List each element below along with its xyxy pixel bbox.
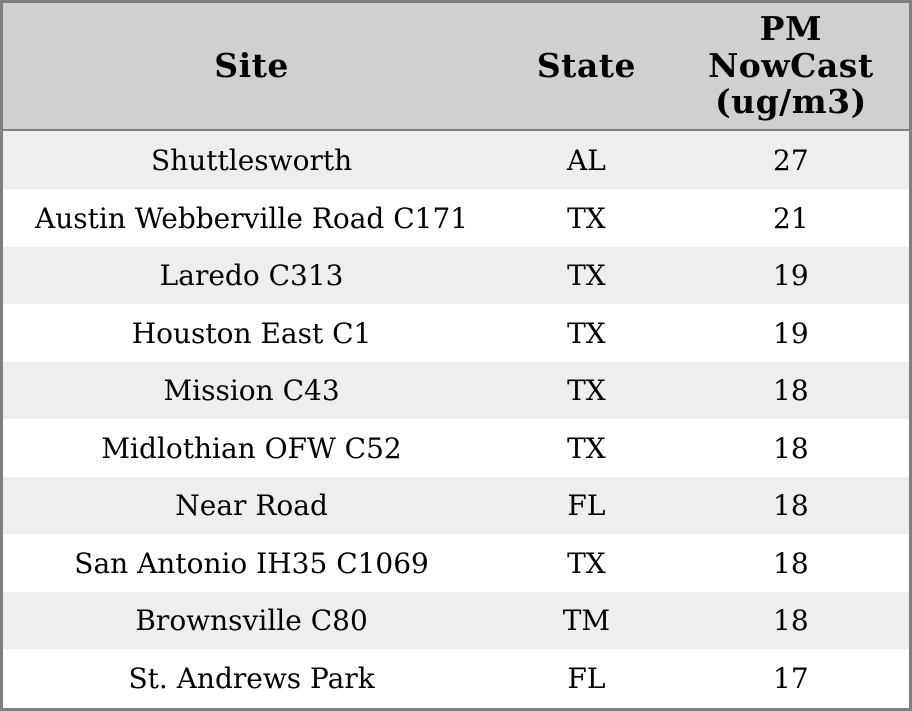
site-cell: Shuttlesworth [151,143,353,177]
table-row: St. Andrews Park FL 17 [1,649,911,710]
pm-nowcast-cell: 27 [773,143,809,177]
site-cell: Houston East C1 [131,316,372,350]
pm-nowcast-cell: 21 [773,201,809,235]
table-row: Austin Webberville Road C171 TX 21 [1,189,911,247]
site-cell: St. Andrews Park [128,662,375,696]
state-cell: FL [567,662,606,696]
state-cell: AL [567,143,606,177]
pm-nowcast-cell: 18 [773,431,809,465]
state-cell: TM [562,604,611,637]
pm-nowcast-cell: 18 [773,489,809,522]
state-cell: TX [567,201,606,235]
pm-nowcast-cell: 19 [773,316,809,350]
site-cell: Brownsville C80 [135,604,368,637]
table-row: Brownsville C80 TM 18 [1,591,911,650]
table-row: Laredo C313 TX 19 [1,246,911,305]
site-cell: Mission C43 [163,374,340,407]
table-row: Midlothian OFW C52 TX 18 [1,419,911,477]
column-header-site: Site [1,1,501,131]
table-row: Mission C43 TX 18 [1,361,911,420]
pm-nowcast-cell: 19 [773,259,809,292]
site-cell: Near Road [175,489,328,522]
state-cell: FL [567,489,606,522]
site-cell: Midlothian OFW C52 [101,431,402,465]
site-cell: Laredo C313 [159,259,344,292]
state-cell: TX [567,316,606,350]
table-row: Shuttlesworth AL 27 [1,130,911,190]
column-header-pm-nowcast: PM NowCast (ug/m3) [672,1,911,131]
table-header-row: Site State PM NowCast (ug/m3) [1,1,911,131]
pm-nowcast-cell: 18 [773,374,809,407]
pm-nowcast-cell: 17 [773,662,809,696]
state-cell: TX [567,546,606,580]
table-row: Houston East C1 TX 19 [1,304,911,362]
state-cell: TX [567,374,606,407]
pm-nowcast-cell: 18 [773,604,809,637]
site-cell: Austin Webberville Road C171 [35,201,469,235]
table-row: San Antonio IH35 C1069 TX 18 [1,534,911,592]
site-cell: San Antonio IH35 C1069 [74,546,429,580]
state-cell: TX [567,259,606,292]
state-cell: TX [567,431,606,465]
table-row: Near Road FL 18 [1,476,911,535]
pm-nowcast-cell: 18 [773,546,809,580]
column-header-state: State [500,1,673,131]
